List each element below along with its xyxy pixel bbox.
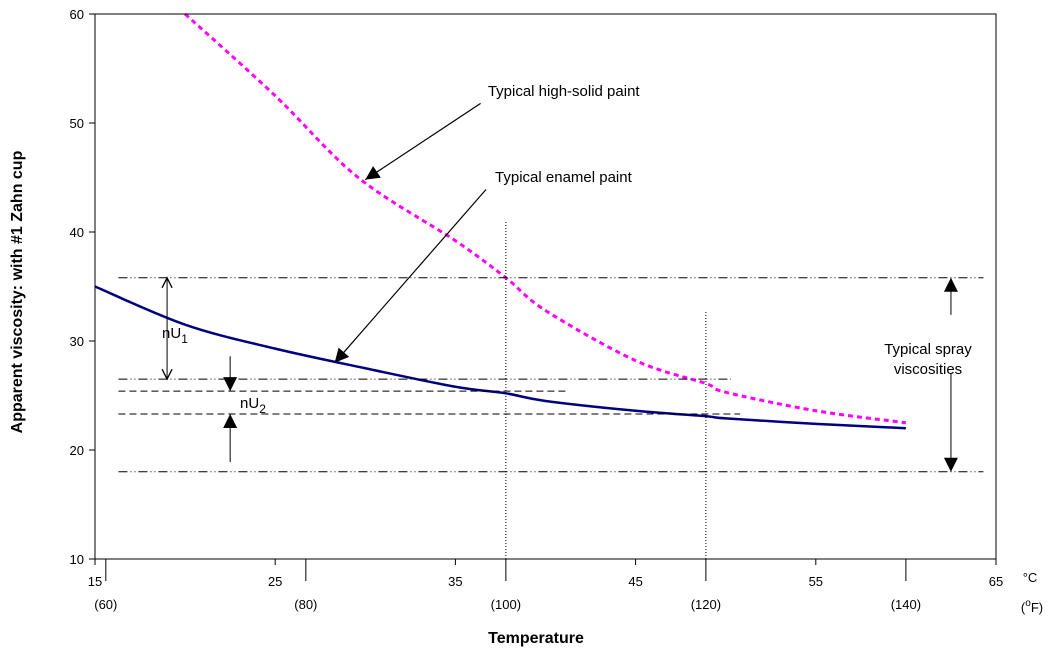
y-axis: 10 20 30 40 50 60: [70, 7, 95, 567]
x-tick-label-fahrenheit: (140): [891, 597, 921, 612]
nu2-arrowhead-up: [223, 414, 238, 429]
y-tick-label: 60: [70, 7, 84, 22]
spray-label-line-2: viscosities: [894, 361, 962, 378]
x-axis: 15 25 35 45 55 65 (60) (80) (100) (120) (140): [88, 559, 1003, 612]
y-axis-title: Apparent viscosity: with #1 Zahn cup: [9, 150, 26, 433]
y-tick-label: 40: [70, 225, 84, 240]
nu2-arrowhead-down: [223, 377, 238, 392]
enamel-leader-line: [334, 189, 487, 364]
high_solid-leader-arrowhead: [365, 166, 381, 180]
y-tick-label: 20: [70, 443, 84, 458]
y-tick-label: 50: [70, 116, 84, 131]
x-tick-label-celsius: 65: [989, 574, 1003, 589]
x-tick-label-fahrenheit: (100): [491, 597, 521, 612]
annotation-layer: Typical high-solid paint Typical enamel p…: [334, 83, 641, 364]
x-unit-celsius: °C: [1023, 570, 1038, 585]
spray-arrowhead-up: [943, 277, 958, 292]
x-tick-label-fahrenheit: (80): [294, 597, 317, 612]
arrow-layer: [161, 166, 958, 472]
plot-area-frame: [94, 13, 997, 560]
x-tick-label-celsius: 15: [88, 574, 102, 589]
x-tick-label-fahrenheit: (60): [94, 597, 117, 612]
reference-line-layer: [118, 221, 984, 559]
high_solid-leader-line: [364, 102, 481, 181]
nu1-arrowhead-down: [161, 368, 173, 381]
x-unit-fahrenheit: (oF): [1021, 598, 1043, 615]
spray-label-line-1: Typical spray: [884, 341, 972, 358]
nu1-arrowhead-up: [161, 276, 173, 289]
y-tick-label: 30: [70, 334, 84, 349]
x-tick-label-celsius: 45: [628, 574, 642, 589]
x-axis-title: Temperature: [488, 630, 584, 647]
curve-layer: [94, 12, 907, 430]
enamel-label: Typical enamel paint: [495, 169, 633, 186]
nu2-label: nU2: [240, 395, 266, 416]
enamel-paint-curve: [94, 285, 906, 430]
x-tick-label-celsius: 25: [268, 574, 282, 589]
nu1-label: nU1: [162, 325, 188, 346]
x-tick-label-fahrenheit: (120): [691, 597, 721, 612]
high_solid-label: Typical high-solid paint: [488, 83, 641, 100]
x-tick-label-celsius: 55: [809, 574, 823, 589]
spray-arrowhead-down: [943, 457, 958, 472]
high-solid-paint-curve: [184, 12, 907, 425]
x-tick-label-celsius: 35: [448, 574, 462, 589]
y-tick-label: 10: [70, 552, 84, 567]
